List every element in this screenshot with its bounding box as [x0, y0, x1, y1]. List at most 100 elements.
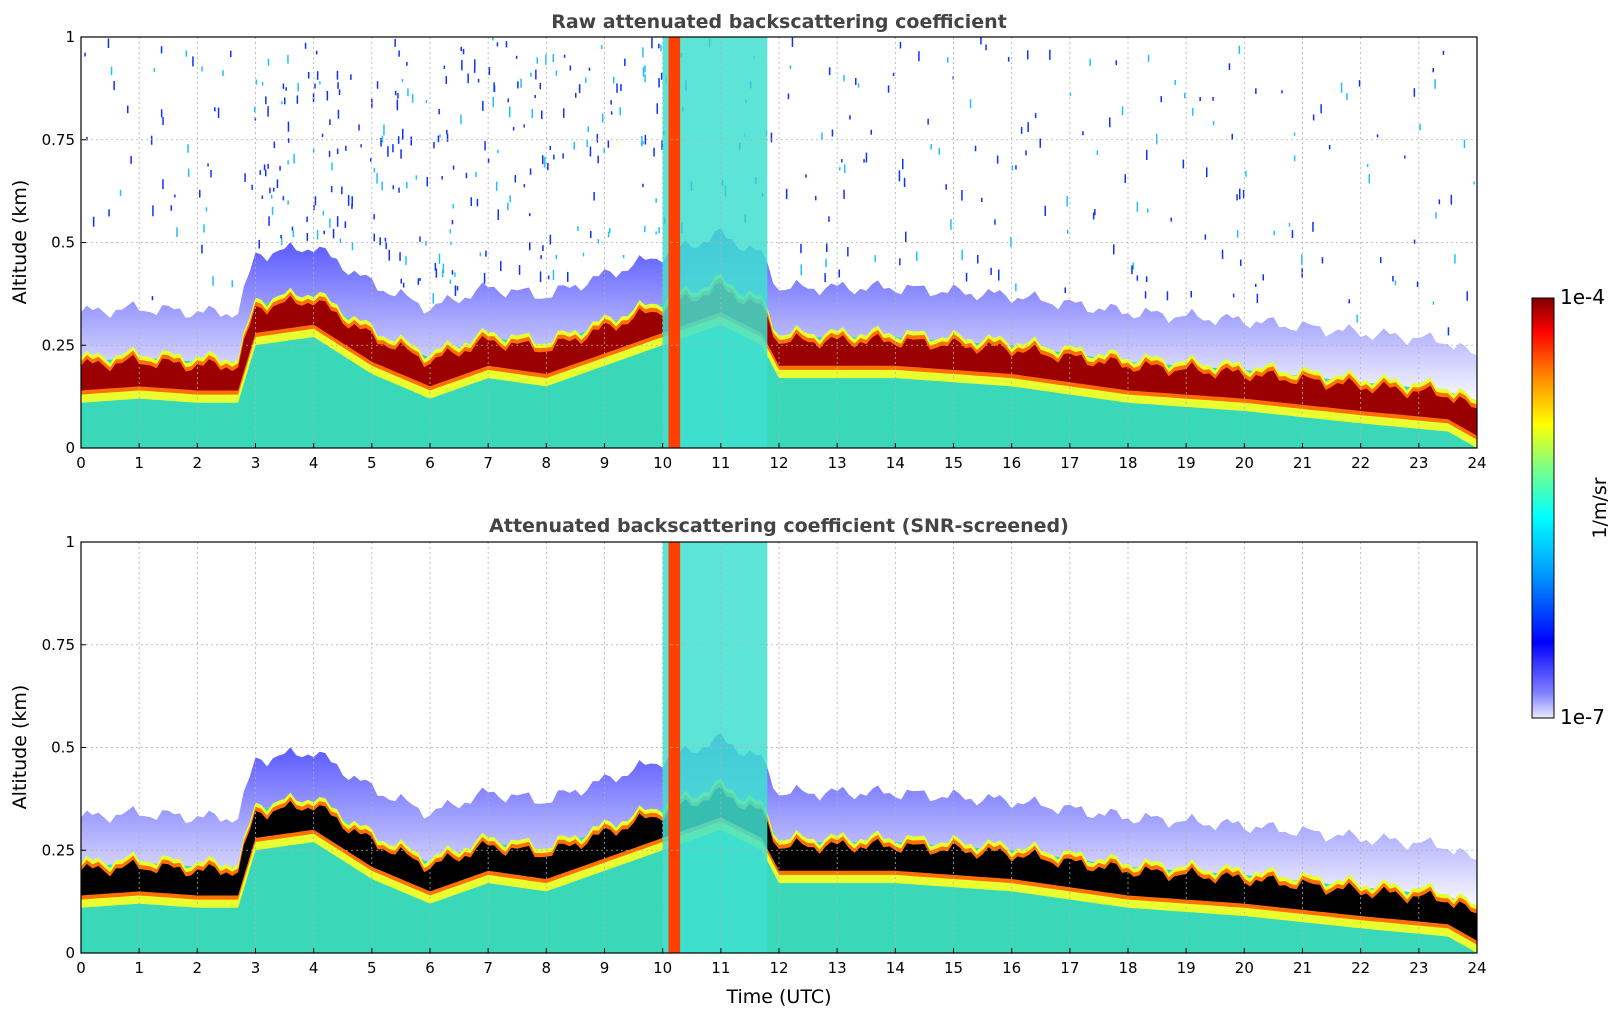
noise-speck	[1404, 155, 1406, 159]
noise-speck	[563, 54, 566, 58]
noise-speck	[800, 243, 802, 254]
noise-speck	[483, 272, 486, 284]
x-tick-label: 23	[1409, 454, 1428, 472]
noise-speck	[514, 175, 517, 183]
raw-y-ticks: 0 0.25 0.5 0.75 1	[42, 28, 86, 457]
noise-speck	[351, 196, 353, 207]
noise-speck	[475, 172, 477, 178]
noise-speck	[397, 93, 399, 99]
x-tick-label: 17	[1060, 959, 1079, 977]
noise-speck	[477, 78, 480, 83]
noise-speck	[338, 89, 341, 96]
noise-speck	[1027, 50, 1029, 60]
noise-speck	[589, 146, 592, 157]
noise-speck	[1131, 265, 1133, 275]
x-tick-label: 20	[1235, 959, 1254, 977]
noise-speck	[555, 70, 558, 76]
noise-speck	[445, 76, 447, 84]
noise-speck	[841, 159, 843, 163]
noise-speck	[1132, 262, 1134, 270]
noise-speck	[187, 144, 189, 153]
noise-speck	[329, 119, 331, 126]
noise-speck	[199, 189, 201, 198]
noise-speck	[899, 41, 902, 49]
noise-speck	[479, 252, 482, 257]
noise-speck	[530, 72, 532, 77]
noise-speck	[582, 252, 585, 257]
noise-speck	[642, 141, 644, 145]
noise-speck	[410, 136, 412, 146]
noise-speck	[1239, 188, 1241, 200]
noise-speck	[1199, 97, 1201, 102]
noise-speck	[345, 145, 347, 151]
noise-speck	[593, 192, 595, 201]
noise-speck	[347, 195, 350, 206]
noise-speck	[452, 165, 455, 170]
noise-speck	[405, 256, 407, 266]
noise-speck	[974, 145, 977, 152]
y-tick-label: 0	[65, 439, 75, 457]
noise-speck	[110, 66, 113, 76]
noise-speck	[541, 110, 543, 120]
noise-speck	[849, 115, 851, 120]
noise-speck	[899, 258, 901, 266]
noise-speck	[985, 44, 987, 51]
noise-speck	[531, 109, 533, 119]
noise-speck	[446, 129, 448, 135]
noise-speck	[376, 81, 379, 89]
x-tick-label: 10	[653, 959, 672, 977]
x-axis-label: Time (UTC)	[725, 986, 831, 1008]
noise-speck	[567, 271, 569, 282]
noise-speck	[485, 250, 487, 257]
noise-speck	[407, 88, 409, 97]
noise-speck	[555, 254, 558, 260]
noise-speck	[360, 144, 362, 148]
noise-speck	[1473, 181, 1475, 185]
noise-speck	[831, 129, 834, 137]
noise-speck	[1245, 170, 1247, 177]
noise-speck	[287, 160, 289, 165]
noise-speck	[399, 252, 401, 261]
noise-speck	[160, 109, 163, 118]
noise-speck	[828, 216, 830, 222]
x-tick-label: 21	[1293, 454, 1312, 472]
noise-speck	[461, 59, 463, 71]
noise-speck	[482, 101, 484, 111]
noise-speck	[402, 128, 404, 140]
x-tick-label: 13	[828, 959, 847, 977]
noise-speck	[127, 105, 129, 114]
noise-speck	[438, 109, 440, 115]
noise-speck	[280, 235, 282, 239]
noise-speck	[787, 93, 790, 100]
noise-speck	[547, 163, 549, 171]
noise-speck	[1109, 117, 1111, 128]
noise-speck	[332, 229, 335, 239]
noise-speck	[108, 209, 110, 217]
noise-speck	[1454, 254, 1456, 264]
noise-speck	[153, 68, 156, 72]
x-tick-label: 21	[1293, 959, 1312, 977]
noise-speck	[400, 149, 402, 159]
noise-speck	[1184, 92, 1186, 99]
noise-speck	[847, 247, 849, 257]
noise-speck	[185, 50, 188, 57]
noise-speck	[351, 242, 354, 251]
noise-speck	[1312, 221, 1314, 232]
noise-speck	[1156, 133, 1158, 145]
y-tick-label: 0.5	[51, 234, 75, 252]
noise-speck	[484, 141, 486, 151]
noise-speck	[265, 96, 267, 105]
noise-speck	[857, 83, 860, 88]
noise-speck	[641, 135, 643, 147]
noise-speck	[287, 121, 290, 132]
noise-speck	[916, 251, 918, 262]
noise-speck	[1463, 139, 1466, 149]
noise-speck	[620, 84, 622, 91]
noise-speck	[384, 237, 387, 242]
noise-speck	[1413, 88, 1416, 97]
noise-speck	[563, 108, 565, 118]
noise-speck	[544, 156, 546, 168]
x-tick-label: 16	[1002, 959, 1021, 977]
noise-speck	[456, 286, 459, 291]
noise-speck	[597, 239, 600, 244]
